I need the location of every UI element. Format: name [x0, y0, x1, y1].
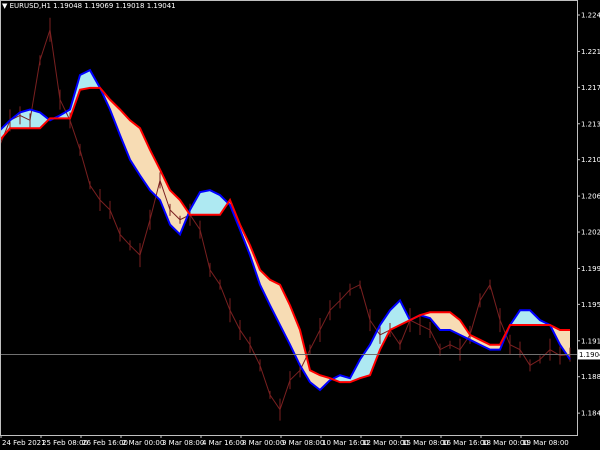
x-tick-label: 10 Mar 16:00: [322, 439, 369, 447]
cloud-segment: [470, 334, 480, 345]
cloud-segment: [210, 190, 220, 215]
y-tick-label: 1.18815: [581, 373, 600, 381]
cloud-segment: [270, 279, 280, 326]
x-tick-label: 8 Mar 00:00: [242, 439, 284, 447]
x-tick-label: 18 Mar 00:00: [482, 439, 529, 447]
cloud-segment: [30, 109, 40, 129]
cloud-segment: [200, 190, 210, 215]
cloud-segment: [160, 169, 170, 225]
price-line: [0, 29, 571, 411]
current-price-box: [578, 349, 600, 360]
cloud-segment: [360, 344, 370, 379]
cloud-segment: [520, 310, 530, 326]
cloud-segment: [310, 370, 320, 390]
plot-frame: [0, 0, 578, 436]
cloud-segment: [130, 120, 140, 176]
y-tick-label: 1.21385: [581, 120, 600, 128]
x-tick-label: 4 Mar 16:00: [202, 439, 244, 447]
cloud-line-a: [0, 68, 571, 392]
ohlc-label: 1.19048 1.19069 1.19018 1.19041: [53, 2, 176, 10]
x-tick-label: 16 Mar 16:00: [442, 439, 489, 447]
x-tick-label: 26 Feb 16:00: [82, 439, 128, 447]
cloud-segment: [260, 269, 270, 306]
current-price-label: 1.19041: [579, 351, 600, 359]
cloud-segment: [450, 312, 460, 335]
cloud-segment: [490, 344, 500, 350]
cloud-segment: [80, 70, 90, 90]
cloud-segment: [150, 149, 160, 201]
y-tick-label: 1.19550: [581, 301, 600, 309]
x-tick-label: 9 Mar 08:00: [282, 439, 324, 447]
x-tick-label: 15 Mar 08:00: [402, 439, 449, 447]
cloud-segment: [170, 190, 180, 235]
cloud-segment: [120, 109, 130, 160]
y-tick-label: 1.21755: [581, 84, 600, 92]
cloud-line-b: [0, 86, 570, 384]
cloud-segment: [370, 325, 380, 376]
cloud-segment: [290, 305, 300, 366]
x-tick-label: 24 Feb 2021: [2, 439, 46, 447]
cloud-segment: [140, 128, 150, 191]
y-tick-label: 1.19180: [581, 337, 600, 345]
y-tick-label: 1.20285: [581, 229, 600, 237]
x-tick-label: 2 Mar 00:00: [122, 439, 164, 447]
y-tick-label: 1.20650: [581, 193, 600, 201]
triangle-down-icon[interactable]: ▼: [2, 2, 8, 10]
y-tick-label: 1.22490: [581, 12, 600, 20]
cloud-segment: [380, 310, 390, 350]
x-tick-label: 25 Feb 08:00: [42, 439, 88, 447]
y-tick-label: 1.19915: [581, 265, 600, 273]
cloud-segment: [480, 339, 490, 350]
cloud-segment: [40, 112, 50, 129]
x-tick-label: 3 Mar 08:00: [162, 439, 204, 447]
y-tick-label: 1.22120: [581, 48, 600, 56]
x-tick-label: 12 Mar 00:00: [362, 439, 409, 447]
y-tick-label: 1.18445: [581, 410, 600, 418]
cloud-segment: [560, 329, 570, 360]
x-tick-label: 19 Mar 08:00: [522, 439, 569, 447]
symbol-label: EURUSD,H1: [9, 2, 51, 10]
cloud-segment: [440, 312, 450, 330]
y-tick-label: 1.21020: [581, 156, 600, 164]
cloud-segment: [20, 109, 30, 129]
chart-title: ▼ EURUSD,H1 1.19048 1.19069 1.19018 1.19…: [2, 2, 176, 10]
